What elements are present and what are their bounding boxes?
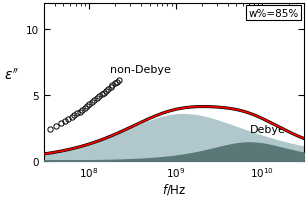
Text: Debye: Debye [249,125,285,135]
X-axis label: $f$/Hz: $f$/Hz [162,181,186,196]
Text: non-Debye: non-Debye [110,65,170,75]
Y-axis label: $\varepsilon^{\prime\prime}$: $\varepsilon^{\prime\prime}$ [4,67,19,83]
Text: w%=85%: w%=85% [248,9,299,19]
